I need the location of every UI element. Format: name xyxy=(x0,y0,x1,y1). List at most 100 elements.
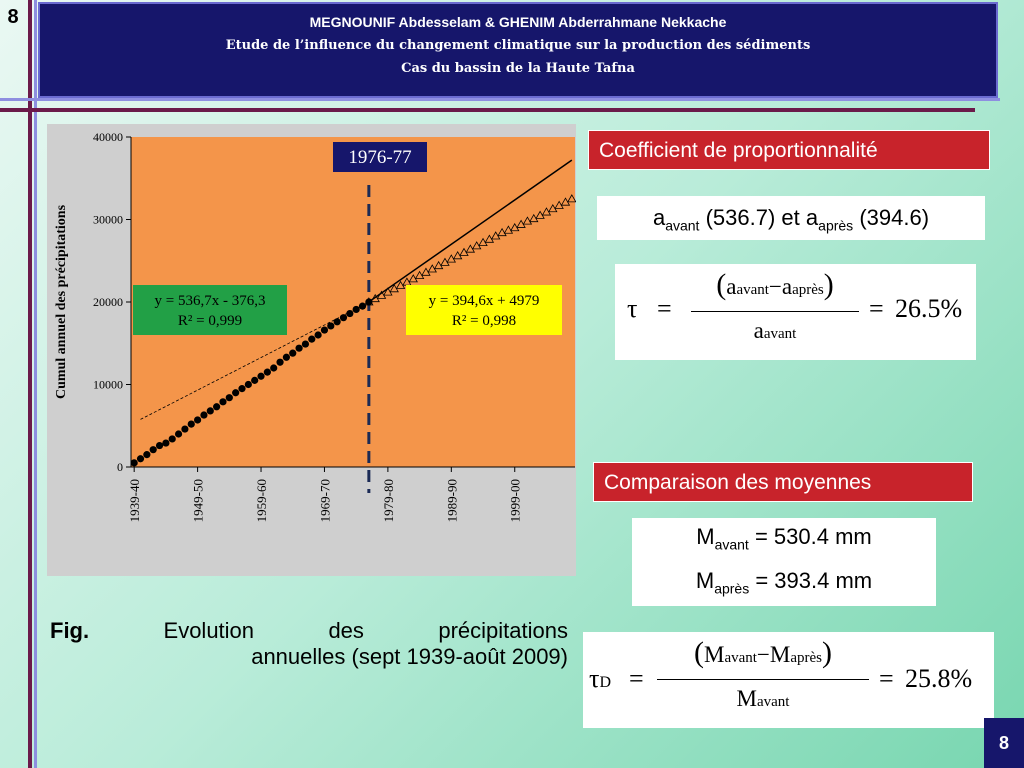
data-point-before xyxy=(333,318,341,326)
data-point-before xyxy=(130,459,138,467)
x-tick-label: 1969-70 xyxy=(317,479,332,522)
taud-equals-2: = xyxy=(879,664,894,693)
chart-svg: 0 10000 20000 30000 40000 Cumul annuel des pr… xyxy=(54,130,576,522)
data-point-before xyxy=(143,451,151,459)
regression-line-after-extrapolated xyxy=(140,301,370,420)
tnum-avant: avant xyxy=(724,650,757,666)
taud-numerator: (Mavant−Maprès) xyxy=(693,636,833,669)
taud-denominator: Mavant xyxy=(653,686,873,712)
data-point-before xyxy=(263,368,271,376)
tau-fraction-bar xyxy=(691,311,859,312)
tden-m: M xyxy=(736,686,757,711)
tau-symbol: τ xyxy=(627,294,638,323)
caption-line-2: annuelles (sept 1939-août 2009) xyxy=(251,644,568,669)
data-point-before xyxy=(339,314,348,322)
caption-line-1: Fig. Evolution des précipitations xyxy=(50,618,568,644)
y-tick-label: 20000 xyxy=(93,295,123,309)
data-point-before xyxy=(346,309,354,318)
slide-number-top: 8 xyxy=(7,6,19,28)
data-point-before xyxy=(289,349,297,357)
data-point-before xyxy=(225,394,233,402)
data-point-before xyxy=(295,344,303,352)
figure-caption: Fig. Evolution des précipitations annuel… xyxy=(50,618,568,670)
tnum-apres: après xyxy=(790,650,823,666)
taud-equals: = xyxy=(629,664,644,693)
data-point-before xyxy=(194,416,202,424)
equation-box-after xyxy=(406,285,562,335)
r2-before: R² = 0,999 xyxy=(178,313,242,329)
caption-fig: Fig. xyxy=(50,618,90,643)
num-avant: avant xyxy=(736,282,769,298)
data-point-before xyxy=(251,376,259,384)
y-tick-label: 0 xyxy=(117,460,123,474)
data-point-before xyxy=(282,353,290,361)
y-tick-label: 10000 xyxy=(93,378,123,392)
frame-hline-1 xyxy=(0,98,1000,101)
data-point-before xyxy=(308,335,316,343)
taud-fraction-bar xyxy=(657,679,869,680)
a-avant-sub: avant xyxy=(665,217,700,234)
tnum-m1: M xyxy=(703,642,725,667)
a-apres-sub: après xyxy=(818,217,854,234)
den-avant: avant xyxy=(763,326,797,342)
taud-result: 25.8% xyxy=(905,664,973,693)
data-point-before xyxy=(187,420,195,428)
data-point-before xyxy=(358,302,367,310)
tau-equals: = xyxy=(657,294,672,323)
data-point-before xyxy=(365,298,373,306)
x-tick-label: 1959-60 xyxy=(254,479,269,522)
num-a1: a xyxy=(726,274,737,299)
data-point-before xyxy=(200,411,208,419)
equation-box-before xyxy=(133,285,287,335)
header-authors: MEGNOUNIF Abdesselam & GHENIM Abderrahma… xyxy=(309,14,727,30)
data-point-before xyxy=(320,326,329,334)
a-symbol: a xyxy=(652,205,666,230)
data-point-before xyxy=(270,364,278,372)
tau-denominator: aavant xyxy=(687,318,863,344)
y-axis-label: Cumul annuel des précipitations xyxy=(54,204,69,399)
data-point-before xyxy=(257,372,265,380)
data-point-before xyxy=(213,403,221,411)
m-avant-value: = 530.4 mm xyxy=(754,524,872,549)
tnum-minus: − xyxy=(756,642,770,667)
data-point-after xyxy=(503,225,514,234)
tnum-m2: M xyxy=(769,642,791,667)
m-symbol-1: M xyxy=(696,524,715,549)
m-symbol-2: M xyxy=(695,568,715,594)
den-a: a xyxy=(753,318,764,343)
taud-formula-box: τD = (Mavant−Maprès) Mavant = 25.8% xyxy=(583,632,994,728)
break-label-text: 1976-77 xyxy=(348,147,411,168)
num-apres: après xyxy=(792,282,824,298)
frame-vline-left xyxy=(28,0,32,768)
taud-sub: D xyxy=(599,674,612,691)
m-apres-value: = 393.4 mm xyxy=(755,568,873,594)
equation-after: y = 394,6x + 4979 xyxy=(429,293,540,309)
a-avant-value: (536.7) xyxy=(705,205,776,230)
data-point-before xyxy=(162,439,170,447)
caption-word-3: précipitations xyxy=(438,618,568,643)
num-a2: a xyxy=(781,274,793,299)
m-apres-line: Maprès = 393.4 mm xyxy=(632,568,936,596)
x-tick-label: 1979-80 xyxy=(381,479,396,522)
header-banner: MEGNOUNIF Abdesselam & GHENIM Abderrahma… xyxy=(38,2,998,98)
moy-label-text: Comparaison des moyennes xyxy=(604,471,872,494)
header-title: Etude de l’influence du changement clima… xyxy=(225,38,811,53)
r2-after: R² = 0,998 xyxy=(452,313,516,329)
frame-vline-blue xyxy=(34,0,37,768)
data-point-before xyxy=(174,430,183,438)
m-avant-line: Mavant = 530.4 mm xyxy=(632,524,936,552)
et-word: et xyxy=(781,205,800,230)
data-point-before xyxy=(232,389,240,397)
moy-label: Comparaison des moyennes xyxy=(593,462,973,502)
data-point-before xyxy=(244,380,252,389)
tden-avant: avant xyxy=(756,694,790,710)
data-point-after xyxy=(522,216,533,225)
means-box: Mavant = 530.4 mm Maprès = 393.4 mm xyxy=(632,518,936,606)
tau-result: 26.5% xyxy=(895,294,963,323)
caption-word-2: des xyxy=(328,618,364,643)
slide-number-bottom: 8 xyxy=(984,718,1024,768)
data-point-before xyxy=(149,446,157,454)
tau-numerator: (aavant−aaprès) xyxy=(716,268,834,301)
regression-line-before-extrapolated xyxy=(368,159,573,303)
data-point-before xyxy=(276,358,284,366)
